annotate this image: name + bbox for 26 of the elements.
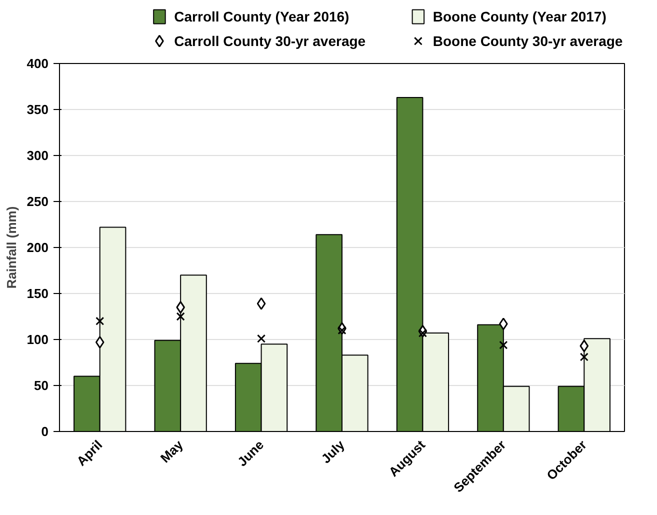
y-axis-title: Rainfall (mm) xyxy=(4,206,19,289)
point xyxy=(176,312,185,321)
x-tick-label: May xyxy=(157,436,186,466)
y-tick-label: 50 xyxy=(34,378,49,393)
legend-label: Carroll County (Year 2016) xyxy=(174,8,350,25)
y-tick-label: 300 xyxy=(26,148,49,163)
y-tick-label: 200 xyxy=(26,240,49,255)
point xyxy=(338,326,346,335)
x-tick-label: July xyxy=(318,436,348,466)
point xyxy=(418,328,427,338)
y-tick-label: 100 xyxy=(26,332,49,347)
point xyxy=(499,340,508,350)
y-tick-label: 350 xyxy=(26,102,49,117)
point xyxy=(95,336,104,349)
legend-label: Carroll County 30-yr average xyxy=(174,33,366,50)
y-tick-label: 0 xyxy=(41,424,49,439)
y-tick-label: 250 xyxy=(26,194,49,209)
legend-label: Boone County (Year 2017) xyxy=(432,8,606,25)
y-tick-label: 400 xyxy=(26,56,49,71)
point xyxy=(257,334,266,343)
y-tick-label: 150 xyxy=(26,286,49,301)
point xyxy=(580,352,588,362)
point xyxy=(580,340,589,352)
point xyxy=(256,297,266,310)
point xyxy=(96,316,104,326)
legend-label: Boone County 30-yr average xyxy=(432,33,623,50)
